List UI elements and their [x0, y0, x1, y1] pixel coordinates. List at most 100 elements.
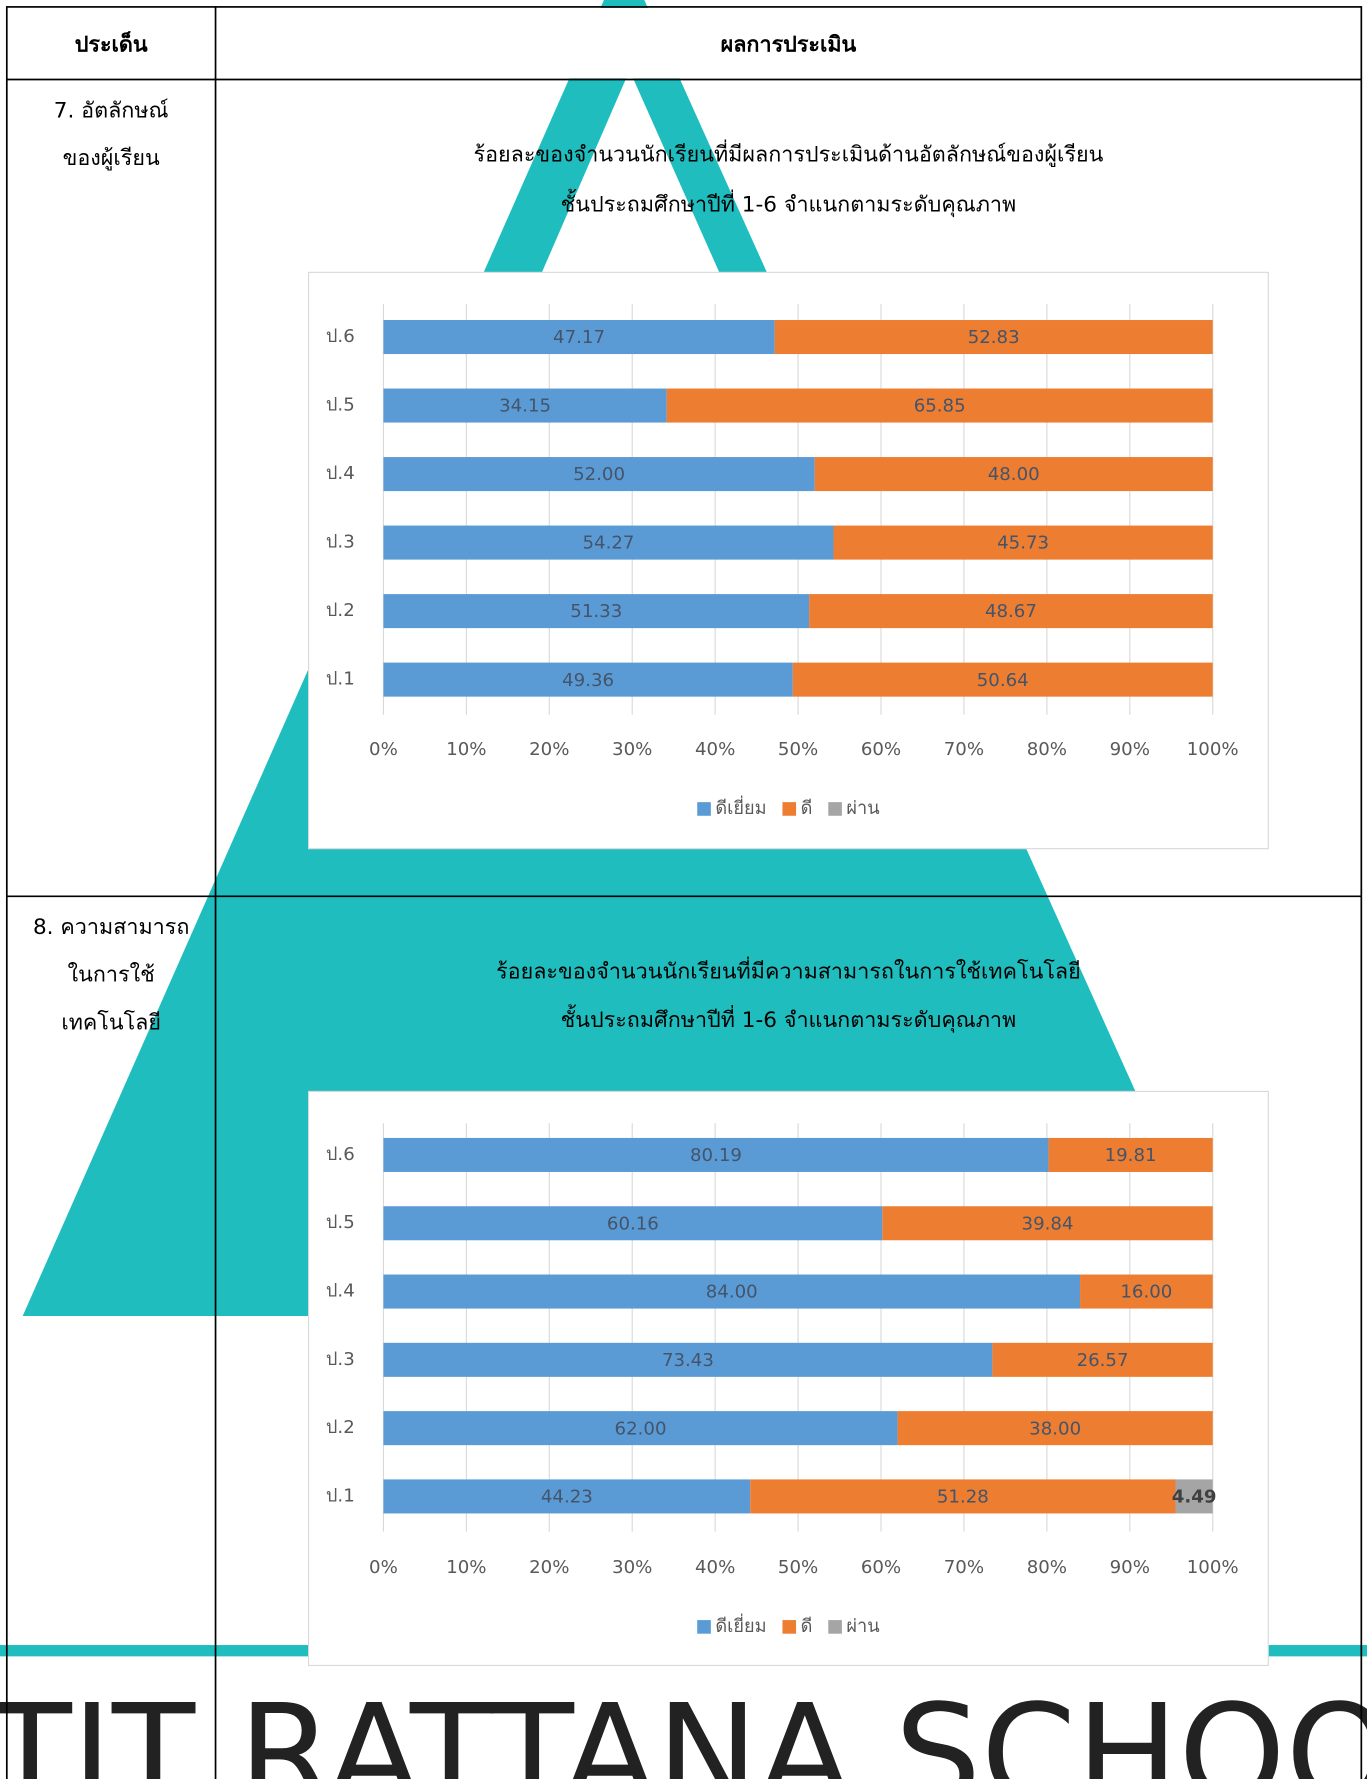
data-label: 44.23	[541, 1487, 593, 1508]
data-label: 19.81	[1105, 1145, 1157, 1166]
data-label: 62.00	[615, 1418, 667, 1439]
y-tick-label: ป.1	[326, 669, 355, 690]
chart: ร้อยละของจำนวนนักเรียนที่มีความสามารถในก…	[308, 956, 1269, 1667]
y-tick-label: ป.2	[326, 600, 355, 621]
bar	[1175, 1479, 1213, 1514]
bar	[882, 1206, 1213, 1241]
bar	[666, 388, 1213, 423]
legend-swatch	[828, 802, 842, 816]
row-label: 8. ความสามารถ	[33, 915, 189, 940]
x-tick-label: 70%	[944, 739, 984, 760]
data-label: 54.27	[582, 533, 634, 554]
x-tick-label: 90%	[1110, 739, 1150, 760]
bar	[383, 320, 775, 355]
legend-swatch	[697, 1620, 711, 1634]
row-label: ในการใช้	[68, 962, 155, 988]
x-tick-label: 50%	[778, 1557, 818, 1578]
chart-title: ชั้นประถมศึกษาปีที่ 1-6 จำแนกตามระดับคุณ…	[561, 1004, 1017, 1033]
data-label: 60.16	[607, 1213, 659, 1234]
x-tick-label: 30%	[612, 1557, 652, 1578]
legend-label: ดี	[801, 798, 813, 819]
data-label: 38.00	[1029, 1418, 1081, 1439]
y-tick-label: ป.3	[326, 1349, 355, 1370]
y-tick-label: ป.5	[326, 1212, 355, 1233]
header-cell: ผลการประเมิน	[721, 32, 857, 57]
y-tick-label: ป.4	[326, 1281, 355, 1302]
x-tick-label: 100%	[1187, 1557, 1239, 1578]
x-tick-label: 0%	[369, 739, 398, 760]
y-tick-label: ป.5	[326, 395, 355, 416]
data-label: 34.15	[499, 396, 551, 417]
x-tick-label: 50%	[778, 739, 818, 760]
data-label: 45.73	[997, 533, 1049, 554]
data-label: 26.57	[1077, 1350, 1129, 1371]
x-tick-label: 10%	[446, 739, 486, 760]
bar	[750, 1479, 1176, 1514]
bar	[1080, 1274, 1213, 1309]
x-tick-label: 60%	[861, 1557, 901, 1578]
x-tick-label: 30%	[612, 739, 652, 760]
bar	[992, 1342, 1213, 1377]
bar	[383, 594, 810, 629]
legend-swatch	[782, 1620, 797, 1634]
watermark-text: TIT RATTANA SCHOO	[0, 1676, 1367, 1779]
legend-label: ดีเยี่ยม	[715, 1613, 766, 1637]
bar	[774, 320, 1213, 355]
x-tick-label: 90%	[1110, 1557, 1150, 1578]
chart: ร้อยละของจำนวนนักเรียนที่มีผลการประเมินด…	[308, 140, 1269, 850]
data-label: 48.00	[988, 464, 1040, 485]
bar	[383, 1274, 1081, 1309]
data-label: 51.28	[937, 1487, 989, 1508]
x-tick-label: 40%	[695, 739, 735, 760]
x-tick-label: 100%	[1187, 739, 1239, 760]
bar	[833, 525, 1213, 560]
x-tick-label: 20%	[529, 1557, 569, 1578]
chart-area	[308, 271, 1269, 850]
table-grid	[5, 6, 1363, 1779]
x-tick-label: 20%	[529, 739, 569, 760]
bar	[383, 1206, 883, 1241]
y-tick-label: ป.6	[326, 326, 355, 347]
bar	[1048, 1137, 1213, 1172]
bar	[897, 1411, 1213, 1446]
header-cell: ประเด็น	[75, 29, 148, 57]
data-label: 49.36	[562, 670, 614, 691]
y-tick-label: ป.3	[326, 532, 355, 553]
data-label: 47.17	[553, 327, 605, 348]
chart-title: ร้อยละของจำนวนนักเรียนที่มีผลการประเมินด…	[474, 140, 1104, 168]
legend-label: ดี	[801, 1616, 813, 1637]
data-label: 52.00	[573, 464, 625, 485]
data-label: 50.64	[977, 670, 1029, 691]
chart-title: ชั้นประถมศึกษาปีที่ 1-6 จำแนกตามระดับคุณ…	[561, 188, 1017, 217]
data-label: 84.00	[706, 1282, 758, 1303]
bar	[814, 457, 1213, 492]
bar	[383, 525, 834, 560]
bar	[809, 594, 1213, 629]
data-label: 80.19	[690, 1145, 742, 1166]
header-bg	[7, 8, 1361, 79]
data-label: 51.33	[570, 601, 622, 622]
data-label: 52.83	[968, 327, 1020, 348]
legend-swatch	[697, 802, 711, 816]
bar	[383, 1137, 1049, 1172]
bar	[383, 388, 667, 423]
data-label: 48.67	[985, 601, 1037, 622]
x-tick-label: 80%	[1027, 1557, 1067, 1578]
bar	[383, 1342, 993, 1377]
row-label: ของผู้เรียน	[63, 146, 160, 171]
legend-swatch	[782, 802, 797, 816]
x-tick-label: 10%	[446, 1557, 486, 1578]
chart-title: ร้อยละของจำนวนนักเรียนที่มีความสามารถในก…	[496, 956, 1081, 984]
y-tick-label: ป.1	[326, 1485, 355, 1506]
bar	[383, 1411, 898, 1446]
data-label: 16.00	[1120, 1282, 1172, 1303]
data-label: 39.84	[1022, 1213, 1074, 1234]
legend-swatch	[828, 1620, 842, 1634]
legend-label: ผ่าน	[846, 1616, 879, 1637]
x-tick-label: 40%	[695, 1557, 735, 1578]
x-tick-label: 80%	[1027, 739, 1067, 760]
bar	[383, 457, 815, 492]
data-label: 65.85	[914, 396, 966, 417]
